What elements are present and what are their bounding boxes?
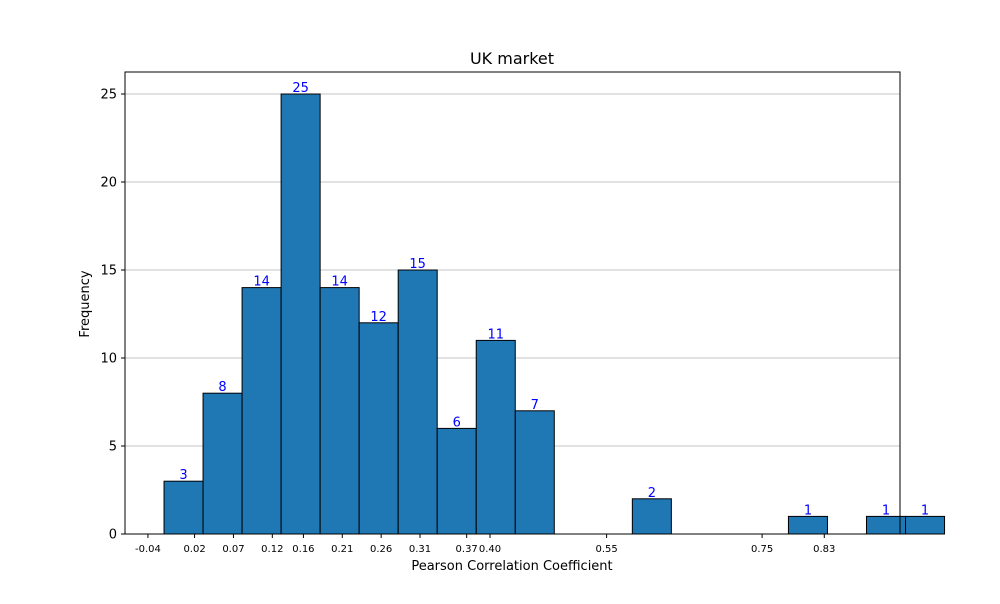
y-axis-label: Frequency [78,270,93,337]
y-tick-label: 0 [109,528,117,543]
bar-value-label: 14 [253,275,270,290]
histogram-bar [475,339,516,535]
bar-value-label: 12 [370,310,387,325]
histogram-bar [787,515,828,535]
bar-value-label: 6 [453,415,461,430]
x-tick-label: 0.26 [370,544,392,555]
x-tick-label: 0.12 [261,544,283,555]
y-tick-label: 10 [100,352,117,367]
x-tick-label: 0.75 [751,544,773,555]
y-tick-label: 25 [100,88,117,103]
x-tick-label: 0.07 [222,544,244,555]
x-tick-label: 0.83 [813,544,835,555]
bar-value-label: 3 [179,468,187,483]
x-tick-label: -0.04 [135,544,161,555]
chart-title: UK market [470,49,554,68]
x-tick-label: 0.37 [456,544,478,555]
bar-value-label: 1 [804,503,812,518]
bar-value-label: 7 [531,398,539,413]
x-tick-label: 0.02 [183,544,205,555]
x-tick-label: 0.21 [331,544,353,555]
histogram-bar [397,269,438,535]
histogram-bar [905,515,946,535]
histogram-bar [280,93,321,535]
bar-value-label: 11 [487,327,504,342]
bar-value-label: 1 [882,503,890,518]
x-tick-label: 0.16 [292,544,314,555]
histogram-bar [358,322,399,535]
histogram-bar [631,498,672,535]
histogram-bar [436,427,477,535]
y-tick-label: 15 [100,264,117,279]
histogram-bar [319,287,360,535]
x-axis-label: Pearson Correlation Coefficient [411,559,612,574]
x-tick-label: 0.55 [595,544,617,555]
x-tick-label: 0.40 [479,544,501,555]
histogram-bar [202,392,243,535]
bar-value-label: 1 [921,503,929,518]
bar-value-label: 25 [292,81,309,96]
y-tick-label: 5 [109,440,117,455]
x-tick-label: 0.31 [409,544,431,555]
bar-value-label: 14 [331,275,348,290]
plot-frame [124,71,901,535]
histogram-bar [241,287,282,535]
bar-value-label: 15 [409,257,426,272]
y-tick-label: 20 [100,176,117,191]
bar-value-label: 2 [648,486,656,501]
histogram-bar [514,410,555,535]
bar-value-label: 8 [218,380,226,395]
histogram-bar [163,480,204,535]
